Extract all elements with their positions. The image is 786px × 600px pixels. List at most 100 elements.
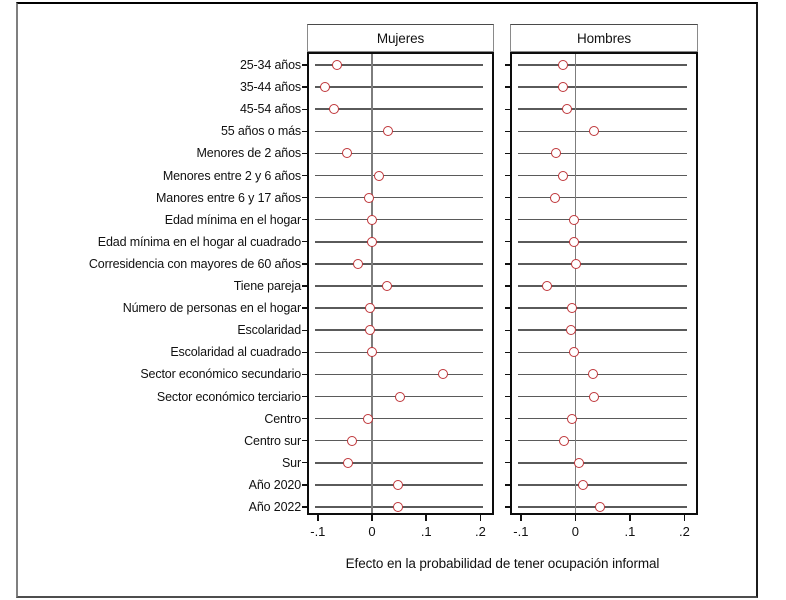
row-grid-line — [518, 439, 687, 442]
row-grid-line — [315, 218, 483, 221]
plot-box — [510, 52, 698, 515]
zero-reference-line — [574, 54, 577, 513]
data-point-marker — [561, 104, 572, 115]
data-point-marker — [366, 214, 377, 225]
category-label: Número de personas en el hogar — [122, 301, 301, 316]
zero-reference-line — [371, 54, 373, 513]
category-label: Centro sur — [244, 433, 301, 448]
data-point-marker — [353, 258, 364, 269]
y-axis-tick — [302, 462, 307, 464]
data-point-marker — [382, 126, 393, 137]
y-axis-tick — [505, 263, 510, 265]
category-label: 25-34 años — [239, 58, 301, 72]
y-axis-tick — [302, 241, 307, 243]
row-grid-line — [315, 130, 483, 133]
data-point-marker — [558, 435, 569, 446]
row-grid-line — [315, 439, 483, 442]
x-axis-tick — [425, 515, 427, 521]
row-grid-line — [315, 64, 483, 66]
y-axis-tick — [505, 484, 510, 486]
data-point-marker — [364, 192, 375, 203]
row-grid-line — [518, 462, 687, 464]
data-point-marker — [366, 236, 377, 247]
panel-header-hombres: Hombres — [510, 24, 698, 52]
category-label: Sector económico secundario — [140, 367, 301, 382]
x-axis-tick — [479, 515, 482, 521]
data-point-marker — [573, 457, 584, 468]
x-axis-tick — [629, 515, 631, 521]
data-point-marker — [587, 369, 598, 380]
x-axis-tick-label: .1 — [420, 524, 432, 539]
panel-title: Hombres — [576, 30, 632, 46]
data-point-marker — [567, 413, 578, 424]
data-point-marker — [394, 391, 405, 402]
x-axis-tick — [371, 515, 373, 521]
y-axis-tick — [302, 417, 307, 420]
data-point-marker — [364, 303, 375, 314]
x-axis-tick-label: .1 — [624, 524, 636, 539]
y-axis-tick — [302, 440, 307, 442]
x-axis-tick-label: -.1 — [310, 524, 326, 539]
data-point-marker — [363, 413, 374, 424]
data-point-marker — [569, 214, 580, 225]
y-axis-tick — [505, 152, 510, 155]
y-axis-tick — [302, 329, 307, 331]
row-grid-line — [315, 329, 483, 331]
data-point-marker — [365, 325, 376, 336]
data-point-marker — [567, 303, 578, 314]
y-axis-tick — [505, 462, 510, 464]
panel-header-mujeres: Mujeres — [307, 24, 494, 52]
data-point-marker — [438, 369, 449, 380]
data-point-marker — [550, 192, 561, 203]
row-grid-line — [518, 307, 687, 309]
category-label: Edad mínima en el hogar — [164, 212, 301, 227]
y-axis-tick — [505, 196, 510, 199]
y-axis-tick — [505, 307, 510, 309]
y-axis-tick — [302, 196, 307, 199]
y-axis-tick — [505, 86, 510, 88]
row-grid-line — [518, 329, 687, 331]
row-grid-line — [518, 152, 687, 155]
data-point-marker — [588, 126, 599, 137]
y-axis-tick — [302, 64, 307, 66]
data-point-marker — [557, 60, 568, 70]
data-point-marker — [341, 148, 352, 159]
x-axis-tick — [520, 515, 522, 521]
data-point-marker — [557, 82, 568, 93]
category-label: 35-44 años — [239, 80, 301, 95]
data-point-marker — [557, 170, 568, 181]
y-axis-tick — [302, 174, 307, 177]
y-axis-tick — [302, 484, 307, 486]
data-point-marker — [551, 148, 562, 159]
y-axis-tick — [302, 263, 307, 265]
data-point-marker — [569, 347, 580, 358]
row-grid-line — [315, 285, 483, 287]
data-point-marker — [595, 502, 606, 512]
y-axis-tick — [302, 285, 307, 287]
row-grid-line — [518, 285, 687, 287]
row-grid-line — [518, 395, 687, 398]
data-point-marker — [346, 435, 357, 446]
row-grid-line — [518, 241, 687, 243]
category-label: Centro — [264, 411, 301, 426]
row-grid-line — [315, 263, 483, 265]
figure-border — [16, 2, 758, 598]
category-label: Tiene pareja — [233, 279, 301, 293]
data-point-marker — [373, 170, 384, 181]
x-axis-title: Efecto en la probabilidad de tener ocupa… — [345, 556, 660, 571]
data-point-marker — [589, 391, 600, 402]
x-axis-tick-label: 0 — [571, 524, 579, 539]
row-grid-line — [518, 263, 687, 265]
category-label: 45-54 años — [239, 102, 301, 117]
row-grid-line — [518, 64, 687, 66]
row-grid-line — [518, 351, 687, 354]
row-grid-line — [315, 86, 483, 88]
row-grid-line — [315, 174, 483, 177]
y-axis-tick — [505, 440, 510, 442]
x-axis-tick-label: .2 — [678, 524, 690, 539]
row-grid-line — [315, 241, 483, 243]
category-label: Corresidencia con mayores de 60 años — [88, 256, 301, 271]
y-axis-tick — [505, 130, 510, 132]
y-axis-tick — [302, 130, 307, 132]
